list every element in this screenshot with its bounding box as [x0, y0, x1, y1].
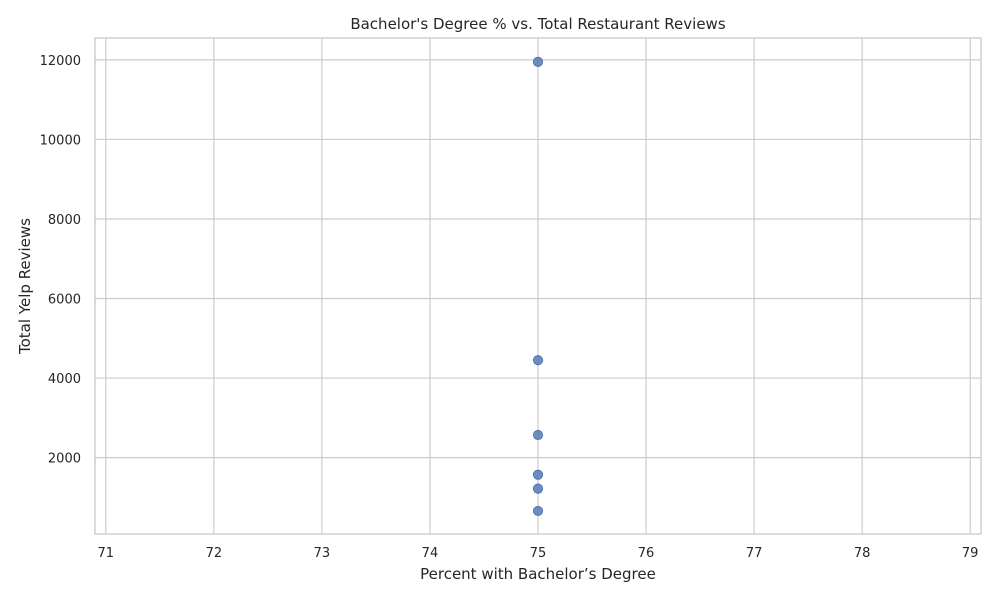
- y-tick-labels: 2000 4000 6000 8000 10000 12000: [40, 54, 81, 467]
- x-tick-label: 73: [314, 546, 331, 561]
- points-layer: [532, 56, 544, 517]
- y-tick-label: 2000: [48, 452, 81, 467]
- scatter-point: [532, 355, 544, 366]
- y-tick-label: 8000: [48, 213, 81, 228]
- y-tick-label: 4000: [48, 372, 81, 387]
- scatter-point: [532, 56, 544, 67]
- x-tick-label: 74: [422, 546, 439, 561]
- x-tick-label: 71: [98, 546, 115, 561]
- x-tick-label: 78: [854, 546, 871, 561]
- y-tick-label: 10000: [40, 133, 81, 148]
- grid-layer: [95, 38, 981, 534]
- x-tick-label: 79: [962, 546, 979, 561]
- scatter-point: [532, 483, 544, 494]
- plot-frame: [94, 37, 982, 535]
- y-tick-label: 6000: [48, 293, 81, 308]
- x-tick-label: 72: [206, 546, 223, 561]
- y-tick-label: 12000: [40, 54, 81, 69]
- scatter-point: [532, 429, 544, 441]
- x-tick-label: 77: [746, 546, 763, 561]
- x-tick-labels: 71 72 73 74 75 76 77 78 79: [98, 546, 979, 561]
- x-axis-label: Percent with Bachelor’s Degree: [420, 565, 656, 583]
- x-tick-label: 75: [530, 546, 547, 561]
- chart-title: Bachelor's Degree % vs. Total Restaurant…: [350, 15, 726, 33]
- scatter-point: [532, 469, 544, 480]
- y-axis-label: Total Yelp Reviews: [16, 218, 34, 355]
- scatter-point: [532, 505, 544, 517]
- x-tick-label: 76: [638, 546, 655, 561]
